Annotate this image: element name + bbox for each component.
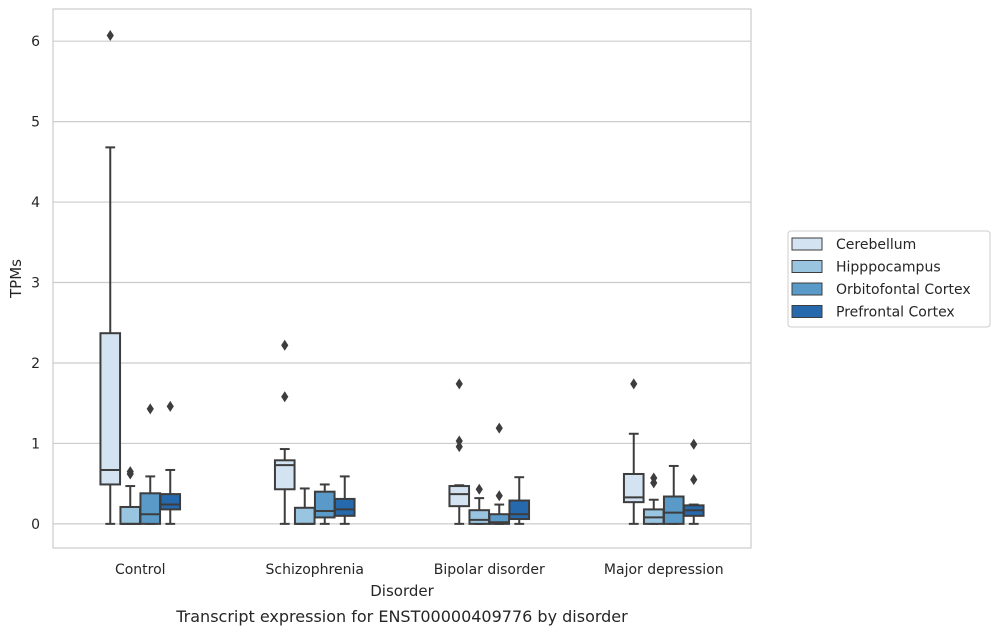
legend-swatch xyxy=(791,305,823,318)
category-group xyxy=(622,378,705,525)
plot-frame xyxy=(52,8,752,549)
legend-item: Hipppocampus xyxy=(791,260,941,276)
y-tick-label: 0 xyxy=(31,517,40,533)
box-iqr xyxy=(139,492,162,525)
box-prefrontal-cortex xyxy=(682,438,705,525)
box-iqr xyxy=(662,495,685,525)
category-group xyxy=(448,378,531,525)
outlier-point xyxy=(650,472,658,484)
y-axis-ticks: 0 1 2 3 4 5 6 xyxy=(31,34,40,533)
y-tick-label: 4 xyxy=(31,195,40,211)
legend-frame xyxy=(787,230,991,328)
legend-label: Orbitofontal Cortex xyxy=(836,282,971,298)
category-group xyxy=(273,339,356,525)
x-tick-label: Schizophrenia xyxy=(266,562,364,578)
outlier-point xyxy=(166,400,174,412)
x-tick-label: Control xyxy=(115,562,166,578)
y-tick-label: 3 xyxy=(31,276,40,292)
box-orbitofontal-cortex xyxy=(313,483,336,525)
outlier-point xyxy=(455,435,463,447)
box-prefrontal-cortex xyxy=(333,475,356,525)
box-iqr xyxy=(159,493,182,511)
box-iqr xyxy=(622,472,645,504)
box-prefrontal-cortex xyxy=(508,476,531,525)
box-groups xyxy=(99,30,705,525)
outlier-point xyxy=(146,403,154,415)
box-iqr xyxy=(448,485,471,508)
legend-label: Prefrontal Cortex xyxy=(836,305,955,321)
legend-swatch xyxy=(791,237,823,251)
legend-swatch xyxy=(791,260,823,273)
legend-label: Hipppocampus xyxy=(836,260,941,276)
x-tick-label: Major depression xyxy=(604,562,724,578)
box-iqr xyxy=(293,506,316,525)
legend-label: Cerebellum xyxy=(836,237,916,253)
legend-item: Cerebellum xyxy=(791,237,916,253)
box-iqr xyxy=(468,509,491,525)
outlier-point xyxy=(455,441,463,453)
outlier-point xyxy=(475,483,483,495)
legend: Cerebellum Hipppocampus Orbitofontal Corte… xyxy=(787,230,991,328)
box-orbitofontal-cortex xyxy=(662,464,685,525)
grid-lines xyxy=(53,40,751,525)
box-iqr xyxy=(508,499,531,521)
legend-swatch xyxy=(791,282,823,296)
box-iqr xyxy=(333,497,356,517)
box-iqr xyxy=(119,505,142,525)
outlier-point xyxy=(630,378,638,390)
y-tick-label: 1 xyxy=(31,436,40,452)
y-tick-label: 6 xyxy=(31,34,40,50)
chart-caption: Transcript expression for ENST0000040977… xyxy=(175,607,628,626)
y-axis-label: TPMs xyxy=(7,259,25,299)
outlier-point xyxy=(690,438,698,450)
box-hipppocampus xyxy=(293,487,316,525)
x-tick-label: Bipolar disorder xyxy=(434,562,545,578)
outlier-point xyxy=(126,466,134,478)
y-tick-label: 2 xyxy=(31,356,40,372)
box-cerebellum xyxy=(273,339,296,525)
box-hipppocampus xyxy=(642,472,665,525)
x-axis-ticks: Control Schizophrenia Bipolar disorder Majo… xyxy=(115,562,724,578)
box-cerebellum xyxy=(99,30,122,525)
outlier-point xyxy=(106,30,114,42)
box-hipppocampus xyxy=(119,466,142,525)
box-orbitofontal-cortex xyxy=(488,422,511,525)
box-iqr xyxy=(99,332,122,486)
box-hipppocampus xyxy=(468,483,491,525)
outlier-point xyxy=(495,422,503,434)
outlier-point xyxy=(690,474,698,486)
box-iqr xyxy=(313,490,336,519)
box-cerebellum xyxy=(622,378,645,525)
outlier-point xyxy=(281,339,289,351)
outlier-point xyxy=(495,490,503,502)
legend-item: Prefrontal Cortex xyxy=(791,305,955,321)
box-prefrontal-cortex xyxy=(159,400,182,525)
x-axis-label: Disorder xyxy=(370,582,434,600)
box-cerebellum xyxy=(448,378,471,525)
category-group xyxy=(99,30,182,525)
box-orbitofontal-cortex xyxy=(139,403,162,525)
box-iqr xyxy=(273,459,296,491)
outlier-point xyxy=(455,378,463,390)
legend-item: Orbitofontal Cortex xyxy=(791,282,971,298)
y-tick-label: 5 xyxy=(31,115,40,131)
outlier-point xyxy=(281,391,289,403)
